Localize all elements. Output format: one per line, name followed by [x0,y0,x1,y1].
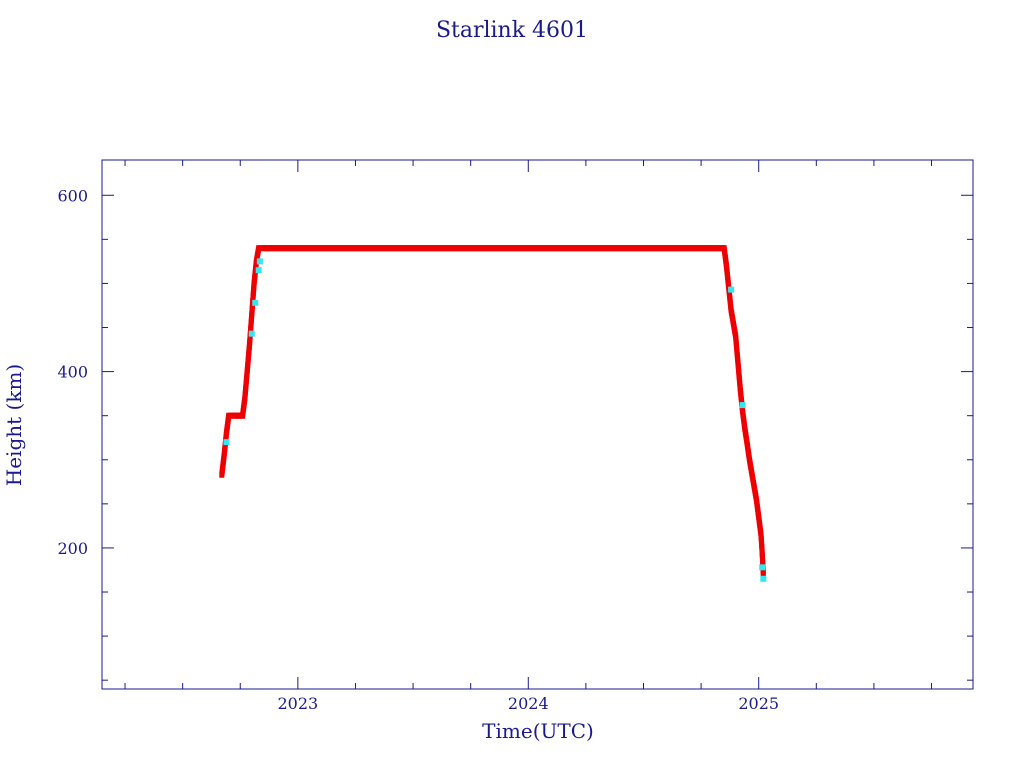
y-axis-label: Height (km) [2,364,26,486]
highlight-point [252,299,259,306]
highlight-point [223,439,230,446]
y-tick-labels: 200 400 600 [57,186,88,558]
highlight-point [739,402,746,409]
plot-frame [101,159,974,690]
highlight-point [759,564,766,571]
highlight-point [760,575,767,582]
x-axis-label: Time(UTC) [482,719,594,743]
y-tick-label: 600 [57,186,88,205]
x-tick-label: 2024 [508,694,549,713]
highlight-point [248,330,255,337]
data-point [760,571,766,578]
y-tick-label: 400 [57,363,88,382]
chart-title: Starlink 4601 [436,18,588,43]
x-tick-label: 2023 [278,694,319,713]
highlight-point [728,286,735,293]
x-tick-labels: 2023 2024 2025 [278,694,780,713]
highlight-point [256,258,263,265]
x-tick-label: 2025 [738,694,779,713]
y-tick-label: 200 [57,539,88,558]
highlight-point [255,267,262,274]
data-marks [219,245,767,582]
series-line [221,247,764,575]
axis-ticks [102,160,973,689]
